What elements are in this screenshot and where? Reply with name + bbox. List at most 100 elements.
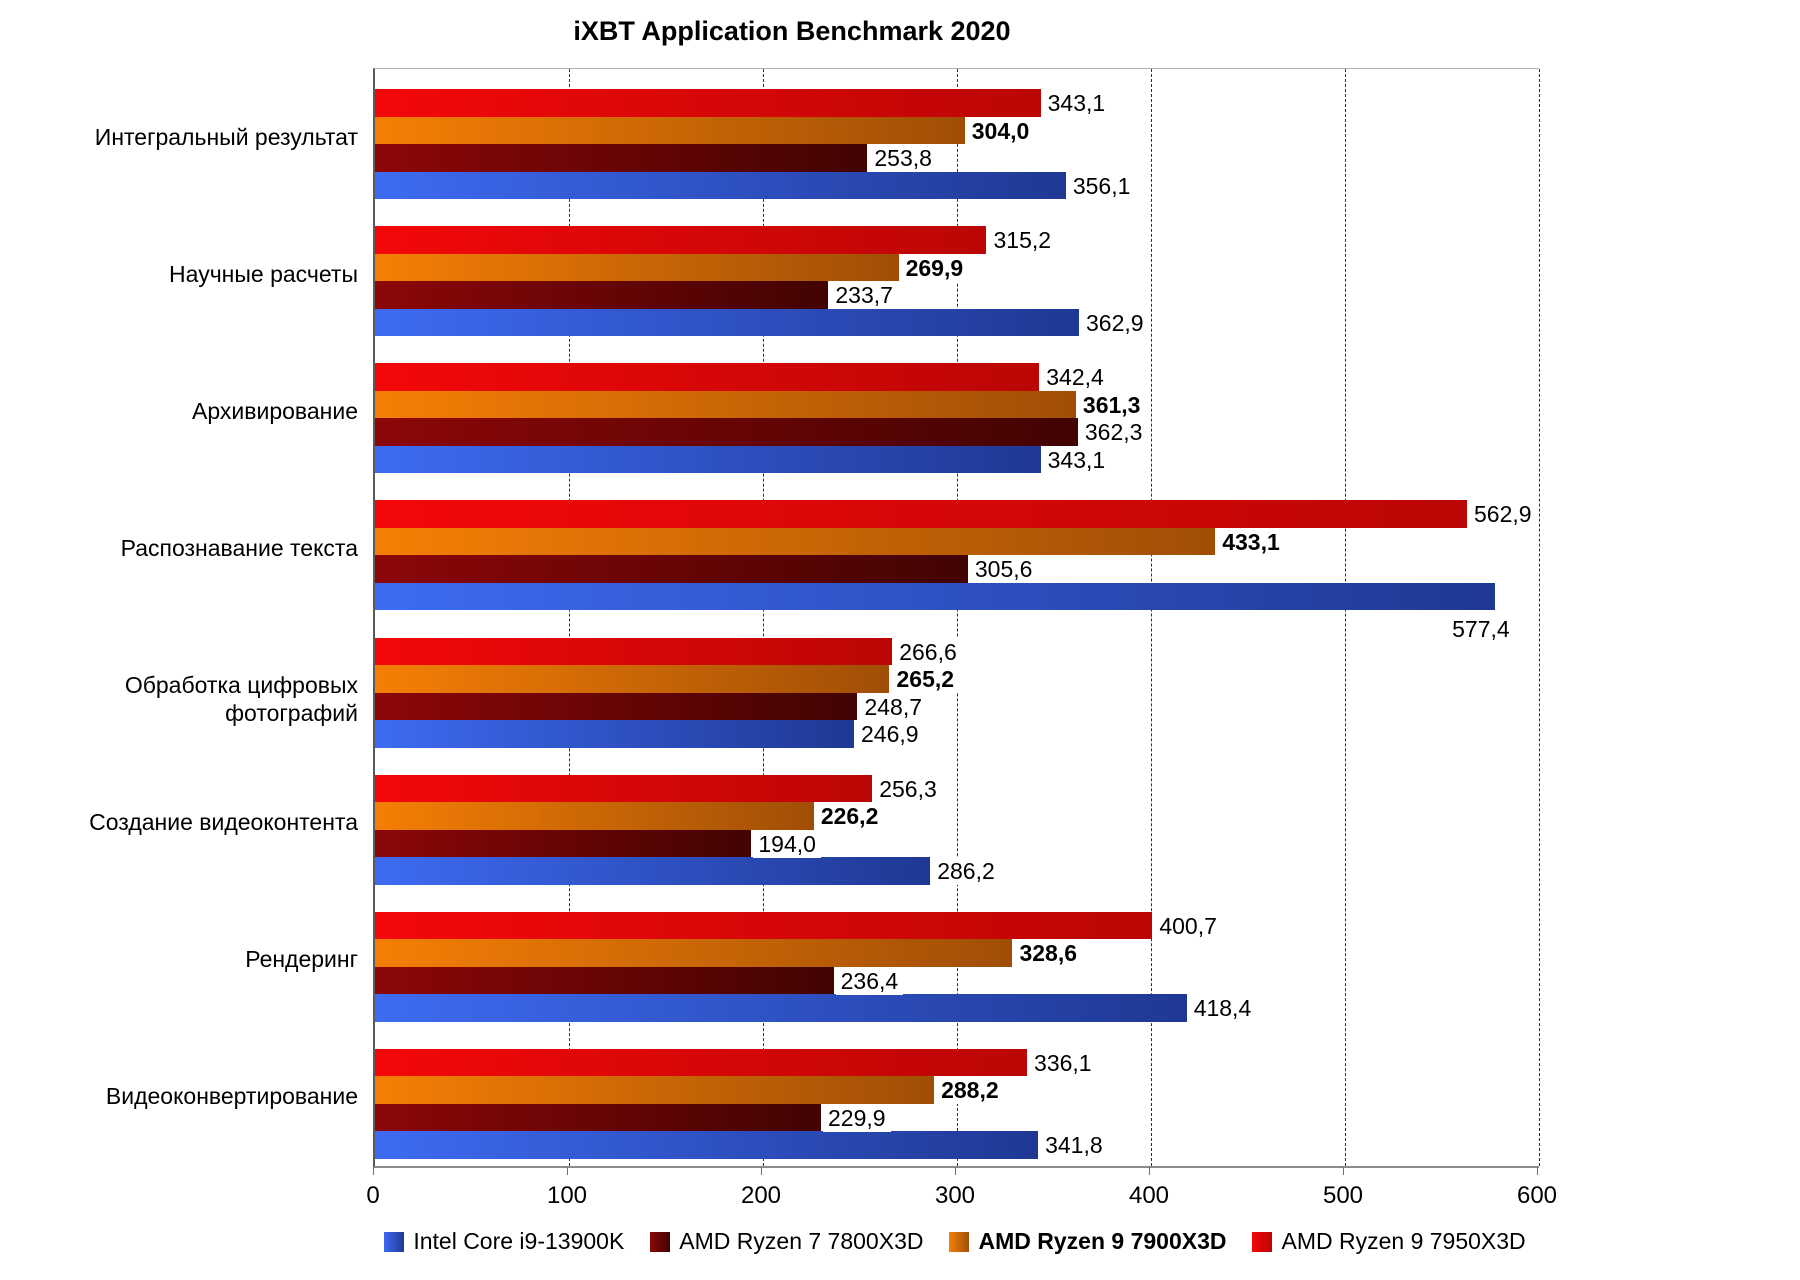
bar: [375, 692, 858, 720]
x-axis-tick: [1537, 1167, 1538, 1175]
bar: [375, 308, 1080, 337]
x-axis-tick: [761, 1167, 762, 1175]
bar: [375, 226, 987, 254]
value-label: 328,6: [1014, 939, 1083, 968]
bar: [375, 144, 868, 172]
category-label: Архивирование: [192, 397, 358, 424]
value-label: 305,6: [969, 555, 1038, 584]
value-label: 562,9: [1469, 500, 1537, 529]
legend-label: AMD Ryzen 9 7900X3D: [978, 1228, 1227, 1254]
bar: [375, 171, 1066, 199]
category-label: Интегральный результат: [94, 123, 358, 150]
value-label: 315,2: [988, 226, 1057, 255]
value-label: 226,2: [815, 802, 884, 831]
value-label: 343,1: [1042, 89, 1111, 117]
bar: [375, 829, 752, 858]
x-axis-tick: [1149, 1167, 1150, 1175]
bar: [375, 527, 1216, 556]
x-axis-tick-label: 0: [366, 1182, 380, 1209]
bar: [375, 253, 899, 282]
bar: [375, 911, 1153, 940]
x-axis-tick-label: 500: [1322, 1182, 1364, 1209]
value-label: 336,1: [1029, 1048, 1097, 1077]
value-label: 246,9: [855, 720, 924, 748]
bar: [375, 939, 1013, 967]
legend-label: Intel Core i9-13900K: [413, 1228, 625, 1254]
bar: [375, 281, 829, 309]
value-label: 433,1: [1217, 527, 1285, 556]
bar: [375, 116, 965, 144]
bar: [375, 418, 1078, 446]
category-label: Рендеринг: [245, 946, 358, 973]
legend-swatch: [384, 1231, 405, 1252]
value-label: 362,3: [1079, 418, 1148, 447]
value-label: 288,2: [936, 1076, 1004, 1105]
category-label: Создание видеоконтента: [89, 809, 358, 836]
bar: [375, 857, 931, 885]
value-label: 400,7: [1154, 911, 1222, 940]
legend-swatch: [949, 1231, 970, 1252]
value-label: 343,1: [1042, 445, 1111, 474]
bar: [375, 637, 893, 665]
value-label: 356,1: [1067, 171, 1136, 200]
bar: [375, 1103, 821, 1132]
value-label: 286,2: [932, 857, 1000, 886]
bar: [375, 445, 1041, 474]
bar: [375, 774, 873, 803]
legend-item: AMD Ryzen 9 7950X3D: [1252, 1228, 1526, 1255]
gridline: [762, 69, 764, 1166]
value-label: 341,8: [1040, 1131, 1108, 1160]
x-axis-tick: [567, 1167, 568, 1175]
bar: [375, 390, 1076, 419]
plot-area: [373, 68, 1540, 1168]
gridline: [568, 69, 570, 1166]
legend-item: Intel Core i9-13900K: [384, 1228, 624, 1255]
bar: [375, 363, 1040, 391]
value-label: 361,3: [1077, 390, 1146, 419]
gridline: [1538, 69, 1540, 1166]
value-label: 577,4: [1447, 615, 1515, 644]
bar: [375, 89, 1041, 117]
legend-item: AMD Ryzen 9 7900X3D: [949, 1228, 1226, 1255]
category-label: Распознавание текста: [120, 534, 358, 561]
category-label: Видеоконвертирование: [105, 1083, 358, 1110]
legend-swatch: [1252, 1231, 1273, 1252]
bar: [375, 500, 1468, 528]
x-axis-tick: [1343, 1167, 1344, 1175]
legend-item: AMD Ryzen 7 7800X3D: [650, 1228, 923, 1255]
value-label: 236,4: [835, 966, 904, 995]
bar: [375, 1076, 935, 1104]
chart-title: iXBT Application Benchmark 2020: [573, 16, 1011, 46]
value-label: 269,9: [900, 253, 969, 282]
value-label: 229,9: [823, 1103, 891, 1132]
bar: [375, 1131, 1039, 1159]
x-axis-tick-label: 300: [934, 1182, 976, 1209]
value-label: 362,9: [1081, 308, 1149, 337]
bar: [375, 802, 814, 830]
value-label: 248,7: [859, 692, 928, 721]
x-axis-tick-label: 400: [1128, 1182, 1170, 1209]
bar: [375, 994, 1187, 1022]
gridline: [1150, 69, 1152, 1166]
bar: [375, 720, 854, 748]
bar: [375, 966, 834, 995]
legend-label: AMD Ryzen 9 7950X3D: [1281, 1228, 1526, 1254]
value-label: 266,6: [894, 637, 962, 666]
x-axis-tick: [373, 1167, 374, 1175]
legend-label: AMD Ryzen 7 7800X3D: [679, 1228, 924, 1254]
bar: [375, 665, 890, 693]
x-axis-tick-label: 200: [740, 1182, 782, 1209]
value-label: 233,7: [830, 281, 898, 310]
value-label: 342,4: [1041, 363, 1109, 392]
x-axis-tick-label: 100: [546, 1182, 588, 1209]
x-axis-tick: [955, 1167, 956, 1175]
gridline: [956, 69, 958, 1166]
category-label: Обработка цифровых фотографий: [124, 672, 358, 727]
legend-swatch: [650, 1231, 671, 1252]
value-label: 304,0: [966, 116, 1035, 145]
value-label: 256,3: [874, 774, 942, 803]
bar: [375, 555, 968, 583]
category-label: Научные расчеты: [169, 260, 358, 287]
x-axis-tick-label: 600: [1516, 1182, 1558, 1209]
